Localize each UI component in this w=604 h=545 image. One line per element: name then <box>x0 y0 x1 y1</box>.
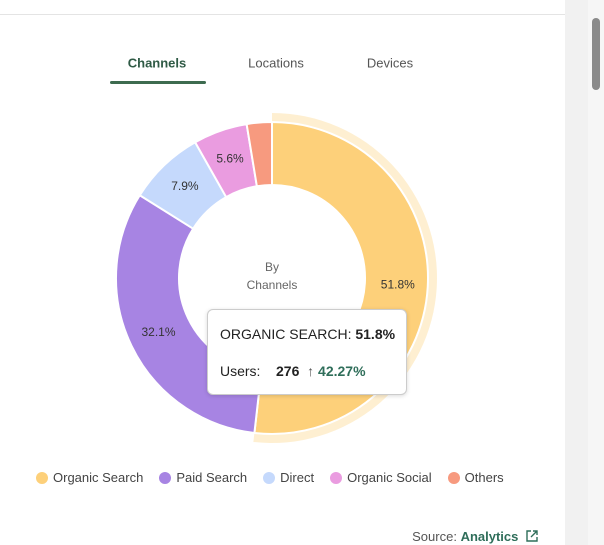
users-label: Users: <box>220 363 261 379</box>
legend-label: Paid Search <box>176 470 248 485</box>
value-label: 5.6% <box>216 151 244 165</box>
external-icon <box>526 530 538 542</box>
legend-item[interactable]: Organic Social <box>330 470 432 485</box>
legend-label: Organic Social <box>347 470 432 485</box>
legend-swatch <box>447 471 460 484</box>
legend-swatch <box>330 471 343 484</box>
center-label: Channels <box>247 278 298 292</box>
legend-item[interactable]: Paid Search <box>159 470 247 485</box>
tab-indicator <box>110 81 206 84</box>
legend-label: Others <box>464 470 504 485</box>
legend-swatch <box>36 471 48 484</box>
tooltip-label: ORGANIC SEARCH: <box>220 326 352 342</box>
scroll-thumb[interactable] <box>592 18 600 90</box>
legend-swatch <box>159 471 172 484</box>
legend-item[interactable]: Direct <box>263 470 314 485</box>
value-label: 7.9% <box>171 179 199 193</box>
arrow-icon: ↑ <box>307 363 315 379</box>
users-change: 42.27% <box>318 363 366 379</box>
legend: Organic Search Paid Search Direct Organic S… <box>36 470 504 485</box>
source-label: Source: <box>412 529 457 544</box>
value-label: 51.8% <box>381 277 415 291</box>
users-value: 276 <box>276 363 300 379</box>
legend-label: Direct <box>280 470 315 485</box>
value-label: 32.1% <box>141 325 175 339</box>
scrollbar <box>588 0 604 545</box>
source-link[interactable]: Analytics <box>460 529 519 544</box>
source: Source: Analytics <box>412 529 538 544</box>
tab[interactable]: Channels <box>128 55 187 70</box>
center-label: By <box>265 260 279 274</box>
legend-swatch <box>263 471 276 484</box>
legend-item[interactable]: Organic Search <box>36 470 143 485</box>
tab[interactable]: Devices <box>367 55 414 70</box>
legend-item[interactable]: Others <box>447 470 504 485</box>
slice <box>245 120 273 188</box>
tooltip: ORGANIC SEARCH: 51.8% Users: 276 ↑ 42.27… <box>207 309 407 395</box>
tab[interactable]: Locations <box>248 55 304 70</box>
side-panel <box>565 0 588 545</box>
top-border <box>0 14 565 15</box>
tooltip-value: 51.8% <box>355 326 396 342</box>
legend-label: Organic Search <box>53 470 144 485</box>
chart: Channels Locations Devices 51.8% 32.1% 7.9% 5.… <box>110 55 438 444</box>
